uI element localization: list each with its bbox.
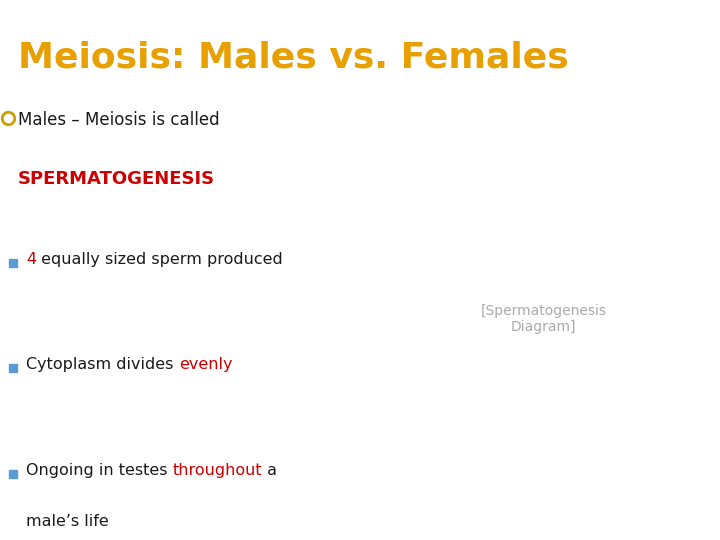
Text: Ongoing in testes: Ongoing in testes xyxy=(26,463,173,478)
Text: Meiosis: Males vs. Females: Meiosis: Males vs. Females xyxy=(18,41,569,75)
Text: [Spermatogenesis
Diagram]: [Spermatogenesis Diagram] xyxy=(481,303,606,334)
Text: a: a xyxy=(263,463,277,478)
Text: Cytoplasm divides: Cytoplasm divides xyxy=(26,357,179,373)
Text: 4: 4 xyxy=(26,252,36,267)
Text: SPERMATOGENESIS: SPERMATOGENESIS xyxy=(18,170,215,188)
Text: Males – Meiosis is called: Males – Meiosis is called xyxy=(18,111,220,129)
Text: throughout: throughout xyxy=(173,463,263,478)
Text: equally sized sperm produced: equally sized sperm produced xyxy=(36,252,283,267)
Text: male’s life: male’s life xyxy=(26,514,109,529)
Text: evenly: evenly xyxy=(179,357,233,373)
